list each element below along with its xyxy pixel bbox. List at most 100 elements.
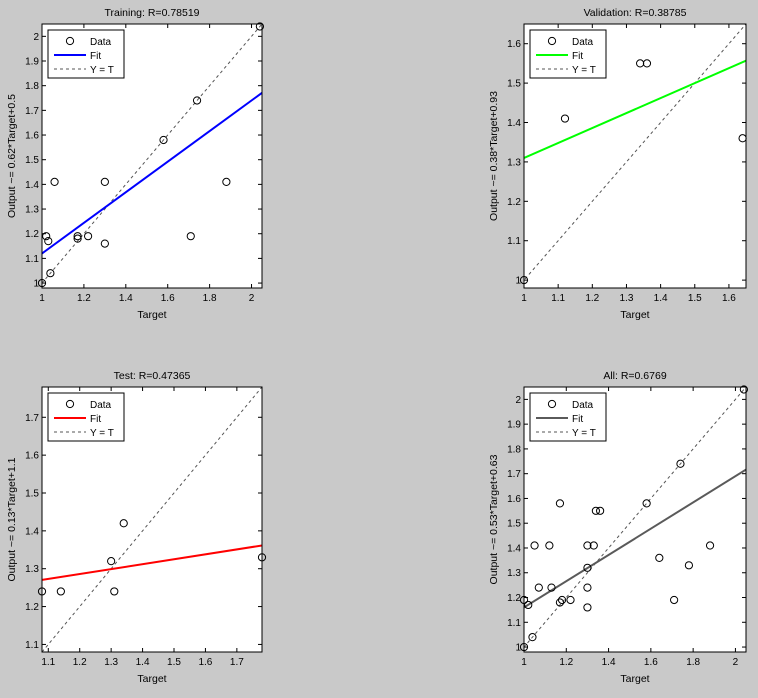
- legend-data-label: Data: [90, 400, 112, 411]
- legend-data-marker: [65, 399, 75, 409]
- y-axis-label: Output ~= 0.38*Target+0.93: [488, 91, 500, 221]
- data-point: [56, 587, 65, 596]
- legend-identity-label: Y = T: [90, 65, 114, 76]
- y-tick-label: 1: [33, 279, 39, 290]
- y-tick-label: 1.9: [25, 57, 39, 68]
- y-axis-label: Output ~= 0.13*Target+1.1: [6, 457, 18, 581]
- y-tick-label: 1.7: [507, 469, 521, 480]
- fit-line: [524, 468, 746, 609]
- data-point: [642, 499, 651, 508]
- x-tick-label: 1: [521, 293, 527, 304]
- legend-data-marker: [547, 399, 557, 409]
- x-tick-label: 2: [733, 657, 739, 668]
- y-tick-label: 1.1: [507, 618, 521, 629]
- y-axis-label: Output ~= 0.62*Target+0.5: [6, 94, 18, 218]
- data-point: [83, 232, 93, 241]
- legend-data-label: Data: [572, 400, 594, 411]
- legend: Data Fit Y = T: [529, 392, 607, 442]
- y-tick-label: 1.5: [25, 489, 39, 500]
- data-point: [107, 557, 116, 566]
- data-point: [186, 232, 195, 241]
- legend: Data Fit Y = T: [529, 29, 607, 79]
- x-axis-label: Target: [137, 673, 166, 685]
- x-tick-label: 1.6: [722, 293, 736, 304]
- legend-data-label: Data: [572, 37, 594, 48]
- x-tick-label: 2: [249, 293, 255, 304]
- identity-line: [524, 387, 746, 648]
- legend: Data Fit Y = T: [47, 392, 125, 442]
- data-point: [655, 553, 664, 562]
- x-tick-label: 1.4: [119, 293, 133, 304]
- data-point: [222, 177, 231, 187]
- chart-title: Test: R=0.47365: [114, 370, 191, 382]
- data-point: [50, 177, 59, 187]
- y-tick-label: 2: [515, 395, 521, 406]
- y-tick-label: 1.6: [507, 494, 521, 505]
- y-tick-label: 1.1: [25, 254, 39, 265]
- data-point: [119, 519, 128, 528]
- y-tick-label: 1.7: [25, 106, 39, 117]
- data-point: [555, 499, 565, 508]
- legend-fit-label: Fit: [572, 51, 583, 62]
- data-point: [560, 114, 570, 123]
- y-tick-label: 1.2: [507, 593, 521, 604]
- data-point: [557, 595, 567, 605]
- legend-data-marker: [65, 36, 75, 46]
- data-point: [684, 561, 694, 570]
- data-point: [110, 587, 119, 596]
- data-point: [100, 239, 109, 248]
- data-point: [545, 541, 554, 550]
- legend: Data Fit Y = T: [47, 29, 125, 79]
- data-point: [705, 541, 715, 550]
- data-point: [192, 96, 202, 105]
- y-tick-label: 1.7: [25, 413, 39, 424]
- x-tick-label: 1.4: [136, 657, 150, 668]
- legend-fit-label: Fit: [572, 414, 583, 425]
- legend-data-marker: [547, 36, 557, 46]
- legend-identity-label: Y = T: [572, 428, 596, 439]
- identity-line: [524, 24, 746, 281]
- y-tick-label: 1: [515, 276, 521, 287]
- y-tick-label: 1.2: [507, 197, 521, 208]
- x-tick-label: 1.8: [203, 293, 217, 304]
- data-point: [566, 595, 575, 605]
- y-tick-label: 1: [515, 643, 521, 654]
- legend-identity-label: Y = T: [572, 65, 596, 76]
- axes-frame: [41, 23, 263, 289]
- x-tick-label: 1.6: [198, 657, 212, 668]
- data-point: [547, 583, 556, 592]
- y-tick-label: 1.6: [25, 131, 39, 142]
- data-point: [159, 135, 168, 145]
- x-axis-label: Target: [137, 309, 166, 321]
- y-tick-label: 1.4: [507, 543, 521, 554]
- x-tick-label: 1: [39, 293, 45, 304]
- x-tick-label: 1.3: [620, 293, 634, 304]
- y-tick-label: 2: [33, 32, 39, 43]
- data-point: [524, 600, 533, 610]
- y-tick-label: 1.6: [507, 39, 521, 50]
- x-tick-label: 1.2: [77, 293, 91, 304]
- y-axis-label: Output ~= 0.53*Target+0.63: [488, 454, 500, 584]
- y-tick-label: 1.5: [507, 79, 521, 90]
- axes-frame: [523, 23, 747, 289]
- x-tick-label: 1: [521, 657, 527, 668]
- legend-fit-label: Fit: [90, 51, 101, 62]
- y-tick-label: 1.4: [507, 118, 521, 129]
- data-point: [591, 506, 600, 515]
- x-tick-label: 1.6: [161, 293, 175, 304]
- legend-fit-label: Fit: [90, 414, 101, 425]
- data-point: [676, 459, 685, 468]
- subplot-4: All: R=0.6769 1 1.2 1.4 1.6 1.8 2 1 1.1 1.2 1.3 1.4…: [488, 370, 748, 685]
- y-tick-label: 1.6: [25, 451, 39, 462]
- x-axis-label: Target: [620, 673, 649, 685]
- chart-title: All: R=0.6769: [603, 370, 666, 382]
- data-point: [670, 595, 679, 605]
- y-tick-label: 1.9: [507, 420, 521, 431]
- subplot-3: Test: R=0.47365 1.1 1.2 1.3 1.4 1.5 1.6 1.7 1.1 1…: [6, 370, 267, 685]
- axes-frame: [523, 386, 747, 653]
- fit-line: [42, 544, 262, 581]
- y-tick-label: 1.4: [25, 526, 39, 537]
- x-axis-label: Target: [620, 309, 649, 321]
- data-point: [583, 603, 592, 612]
- y-tick-label: 1.3: [507, 568, 521, 579]
